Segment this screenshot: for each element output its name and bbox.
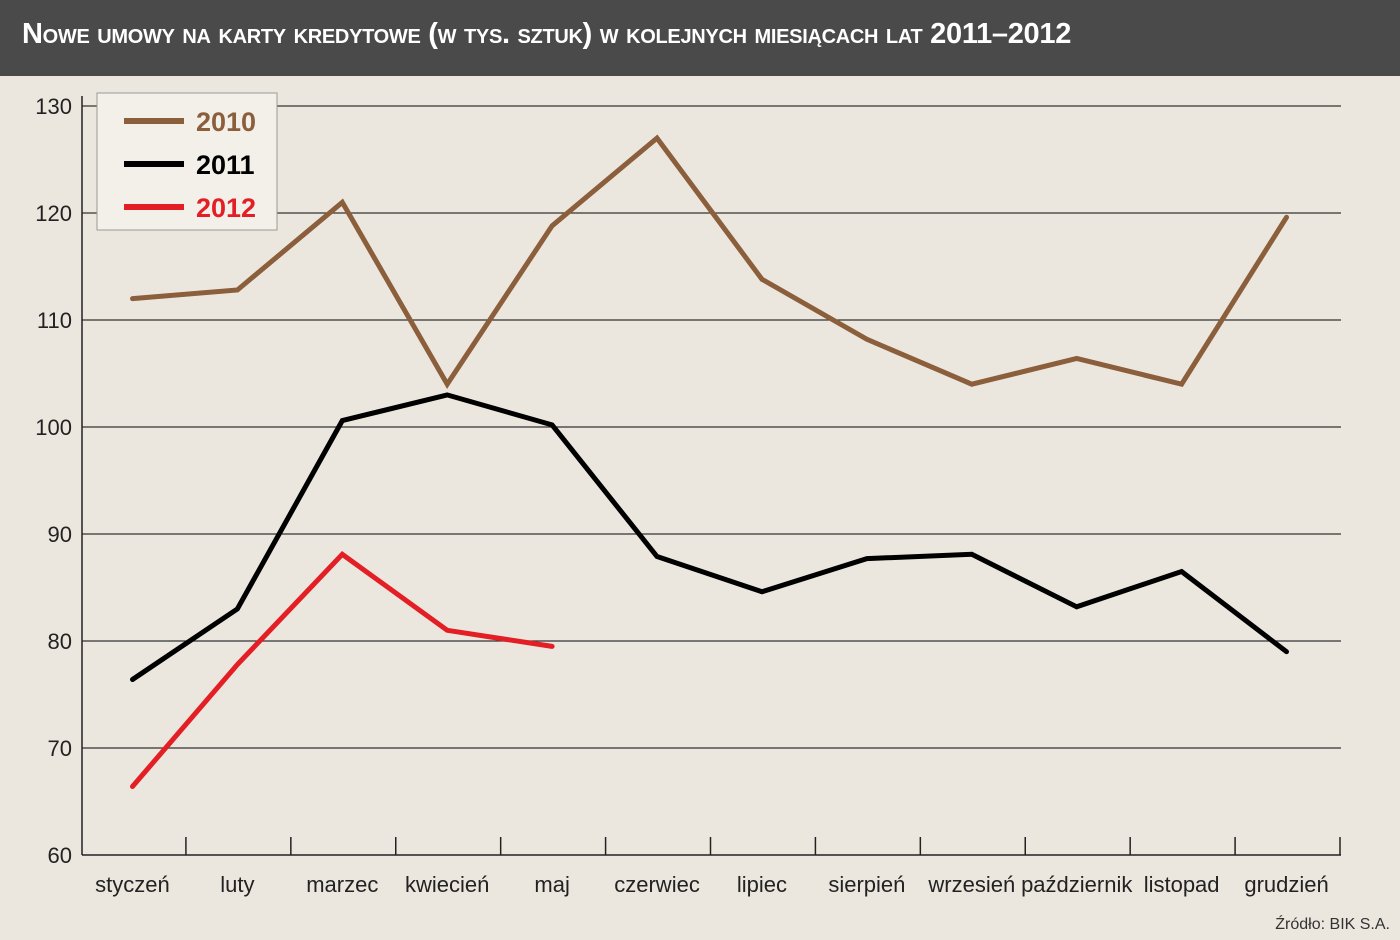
x-tick-label: listopad — [1144, 872, 1220, 897]
x-tick-label: sierpień — [828, 872, 905, 897]
series-line-2012 — [130, 550, 555, 789]
x-tick-label: wrzesień — [927, 872, 1015, 897]
y-tick-label: 120 — [35, 201, 72, 226]
y-tick-label: 60 — [48, 843, 72, 868]
axes — [81, 96, 1341, 856]
title-bar: Nowe umowy na karty kredytowe (w tys. sz… — [0, 0, 1400, 76]
y-tick-label: 130 — [35, 94, 72, 119]
legend-label-2011: 2011 — [196, 150, 255, 180]
y-tick-labels: 60 70 80 90 100 110 120 130 — [35, 94, 72, 868]
x-tick-label: czerwiec — [614, 872, 700, 897]
series-line-2011 — [130, 392, 1289, 682]
series-line-2010 — [130, 134, 1289, 389]
y-tick-label: 110 — [37, 308, 72, 333]
x-tick-label: lipiec — [737, 872, 787, 897]
x-tick-label: październik — [1021, 872, 1133, 897]
series-lines — [130, 134, 1289, 789]
y-tick-label: 70 — [48, 736, 72, 761]
grid-lines — [82, 105, 1341, 749]
legend: 2010 2011 2012 — [96, 92, 278, 231]
x-tick-label: grudzień — [1244, 872, 1328, 897]
x-tick-label: kwiecień — [405, 872, 489, 897]
legend-label-2010: 2010 — [196, 107, 256, 137]
y-tick-label: 90 — [48, 522, 72, 547]
x-tick-label: marzec — [306, 872, 378, 897]
legend-label-2012: 2012 — [196, 193, 256, 223]
x-tick-label: luty — [220, 872, 254, 897]
x-tick-label: maj — [534, 872, 569, 897]
x-tick-labels: styczeń luty marzec kwiecień maj czerwiec lipi… — [95, 872, 1329, 897]
y-tick-label: 100 — [35, 415, 72, 440]
x-tick-label: styczeń — [95, 872, 170, 897]
source-note: Źródło: BIK S.A. — [1275, 916, 1390, 933]
chart-title: Nowe umowy na karty kredytowe (w tys. sz… — [22, 18, 1072, 50]
y-tick-label: 80 — [48, 629, 72, 654]
